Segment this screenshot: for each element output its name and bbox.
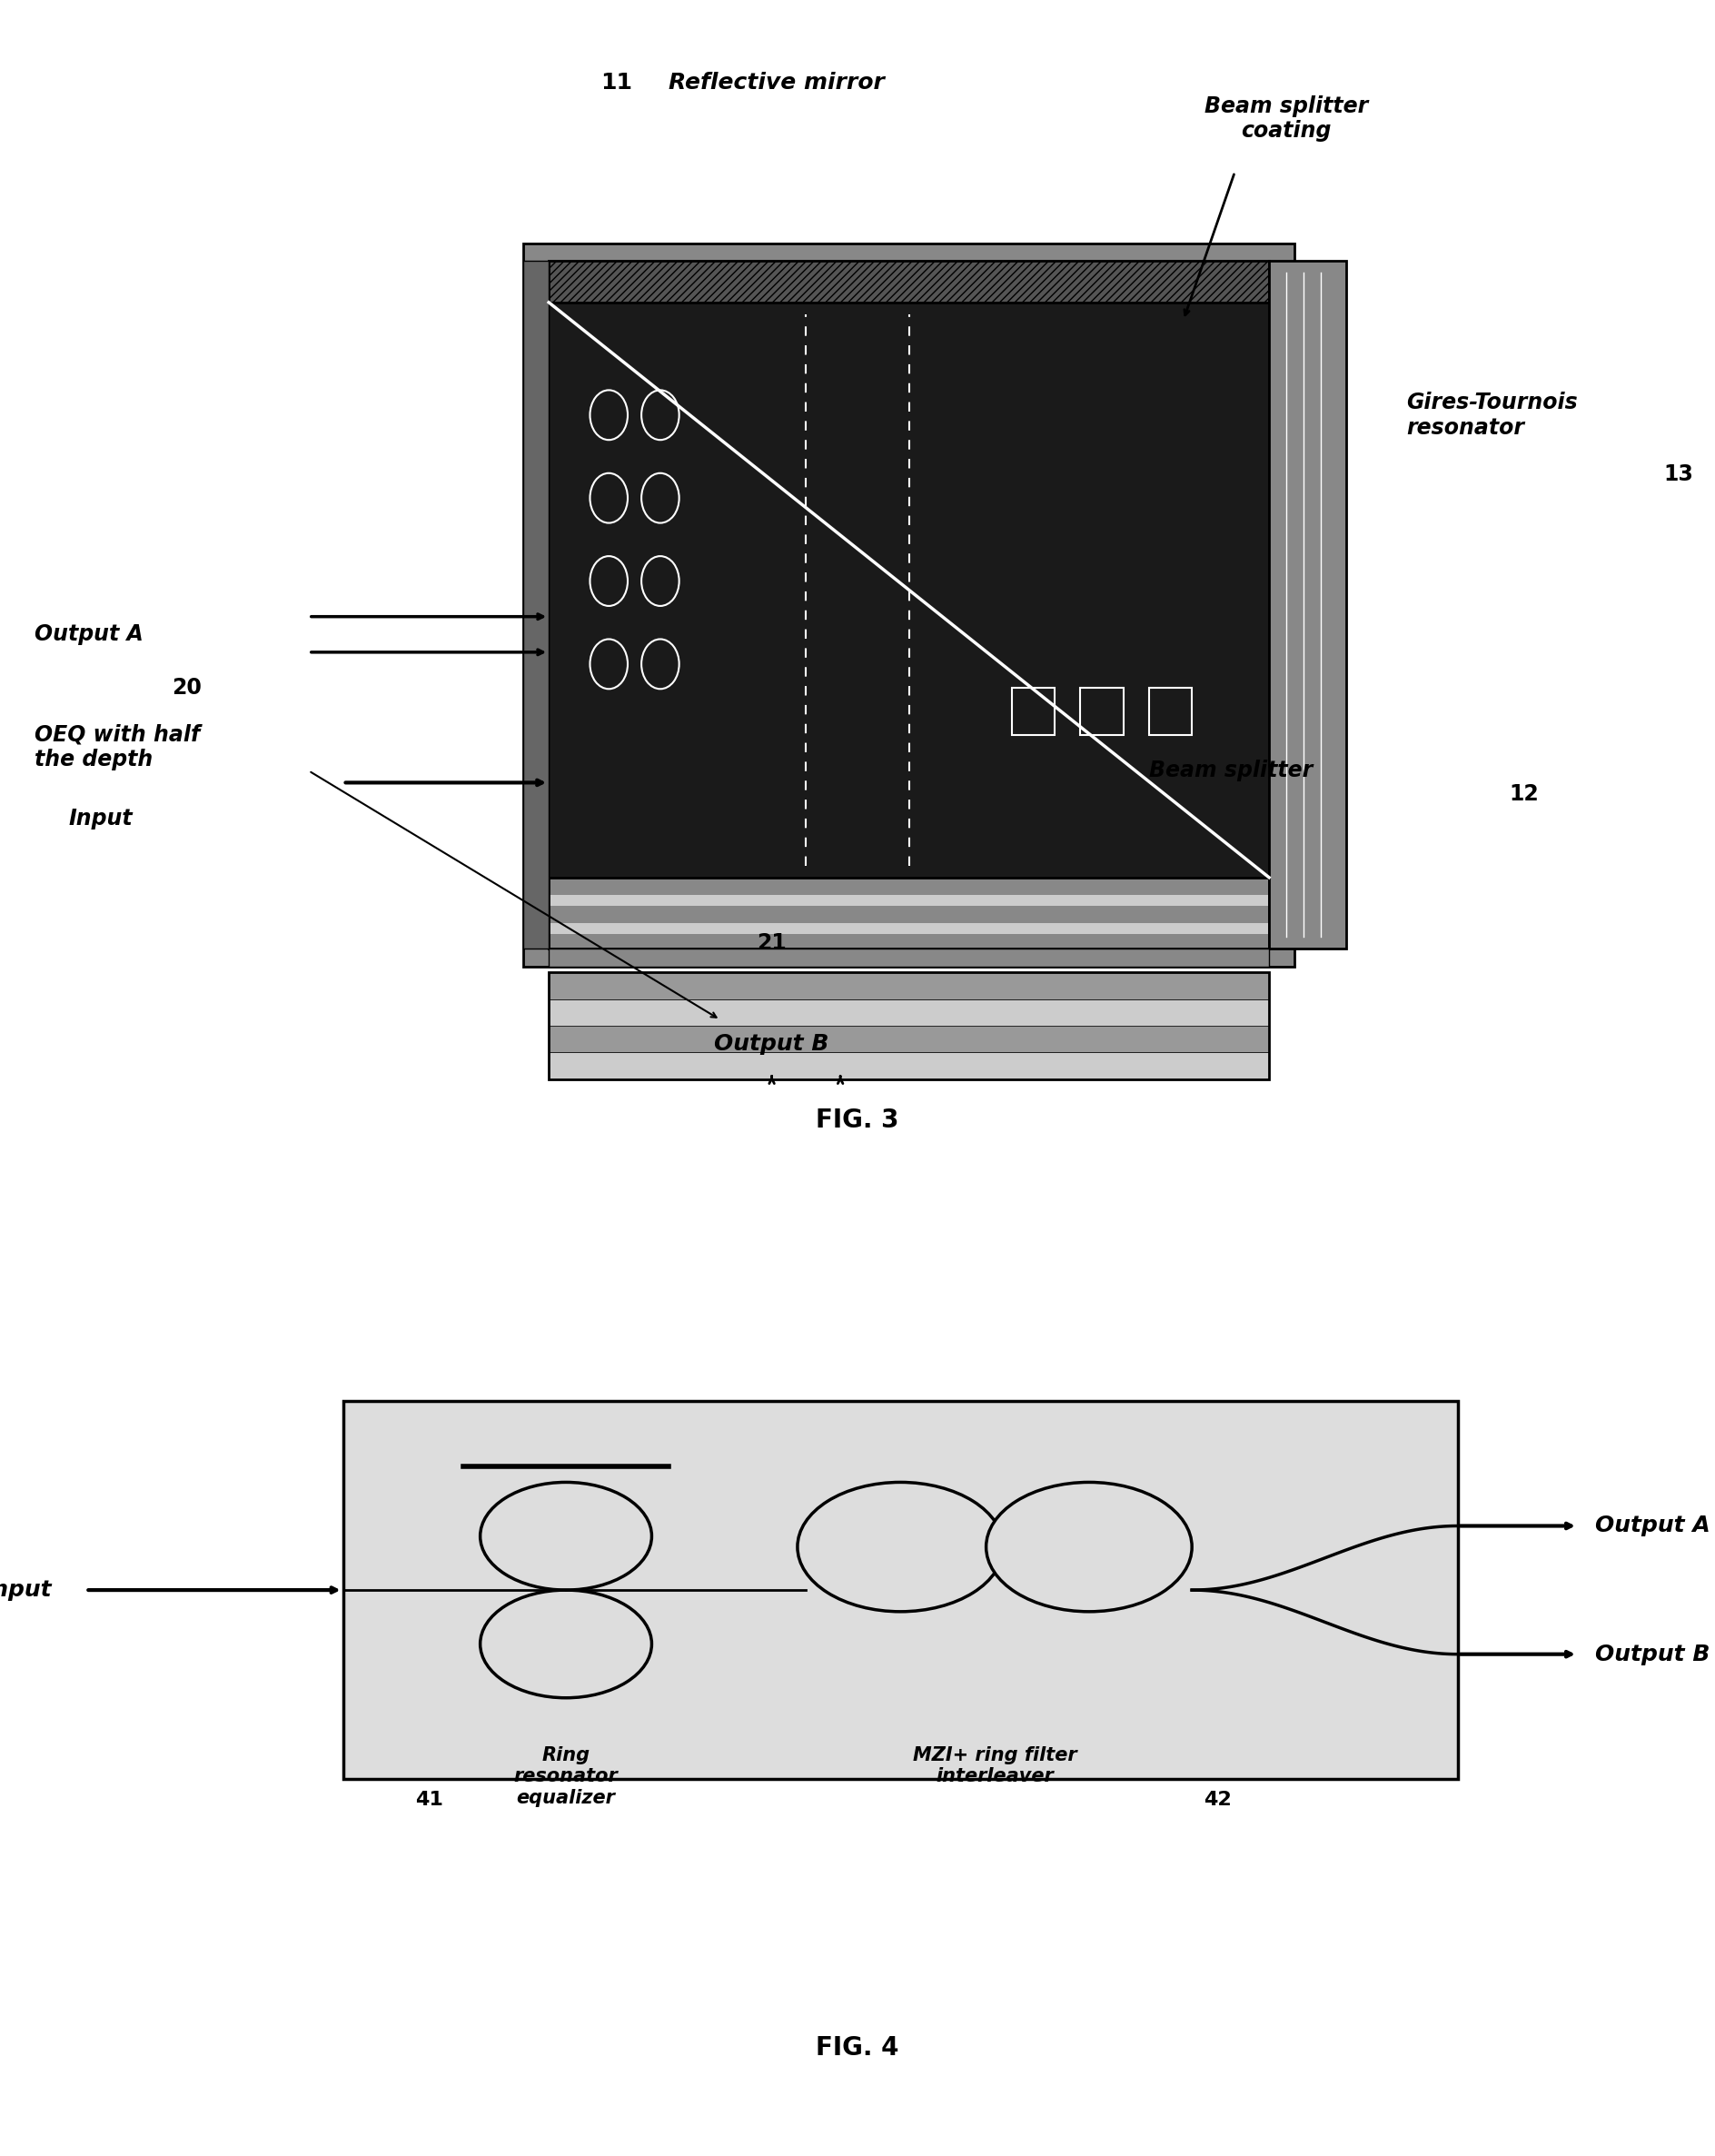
- Bar: [549, 1052, 1269, 1078]
- Ellipse shape: [590, 390, 628, 440]
- Ellipse shape: [590, 556, 628, 606]
- Bar: [549, 261, 1269, 302]
- Text: Beam splitter
coating: Beam splitter coating: [1204, 95, 1369, 142]
- Bar: [549, 261, 1269, 877]
- Ellipse shape: [641, 390, 679, 440]
- Text: 41: 41: [415, 1792, 442, 1809]
- Circle shape: [480, 1591, 652, 1699]
- Bar: [1269, 261, 1346, 949]
- Ellipse shape: [590, 472, 628, 524]
- Text: Output B: Output B: [1595, 1643, 1710, 1664]
- Text: FIG. 3: FIG. 3: [816, 1108, 899, 1134]
- Text: Beam splitter: Beam splitter: [1149, 759, 1312, 783]
- Text: Output B: Output B: [715, 1033, 828, 1054]
- Text: 20: 20: [172, 677, 201, 699]
- Text: 12: 12: [1509, 783, 1538, 806]
- Bar: [549, 998, 1269, 1026]
- Bar: [549, 910, 1269, 921]
- Circle shape: [986, 1483, 1192, 1611]
- Bar: [549, 949, 1269, 966]
- Bar: [1080, 688, 1123, 735]
- Text: Input: Input: [0, 1578, 51, 1602]
- Text: FIG. 4: FIG. 4: [816, 2035, 899, 2061]
- Ellipse shape: [641, 556, 679, 606]
- Ellipse shape: [641, 638, 679, 690]
- Bar: [523, 244, 1295, 966]
- Bar: [549, 1026, 1269, 1052]
- Bar: [1012, 688, 1055, 735]
- Text: 13: 13: [1664, 464, 1693, 485]
- Bar: [549, 880, 1269, 893]
- Text: Ring
resonator
equalizer: Ring resonator equalizer: [514, 1746, 617, 1807]
- Text: Output A: Output A: [1595, 1516, 1710, 1537]
- Bar: [549, 972, 1269, 998]
- Text: Output A: Output A: [34, 623, 142, 645]
- Bar: [549, 895, 1269, 906]
- Text: 21: 21: [756, 931, 787, 953]
- Text: Reflective mirror: Reflective mirror: [669, 71, 885, 95]
- Text: 42: 42: [1204, 1792, 1231, 1809]
- Bar: [523, 261, 549, 949]
- Bar: [549, 923, 1269, 934]
- Circle shape: [480, 1483, 652, 1591]
- Bar: [549, 972, 1269, 1078]
- Text: Input: Input: [69, 806, 132, 830]
- Bar: [549, 877, 1269, 949]
- Text: OEQ with half
the depth: OEQ with half the depth: [34, 724, 201, 770]
- Bar: [1149, 688, 1192, 735]
- Bar: [549, 938, 1269, 949]
- Ellipse shape: [590, 638, 628, 690]
- Ellipse shape: [641, 472, 679, 524]
- Text: Gires-Tournois
resonator: Gires-Tournois resonator: [1406, 392, 1578, 438]
- Circle shape: [797, 1483, 1003, 1611]
- Bar: [343, 1401, 1458, 1779]
- Text: 11: 11: [600, 71, 633, 95]
- Text: MZI+ ring filter
interleaver: MZI+ ring filter interleaver: [912, 1746, 1077, 1785]
